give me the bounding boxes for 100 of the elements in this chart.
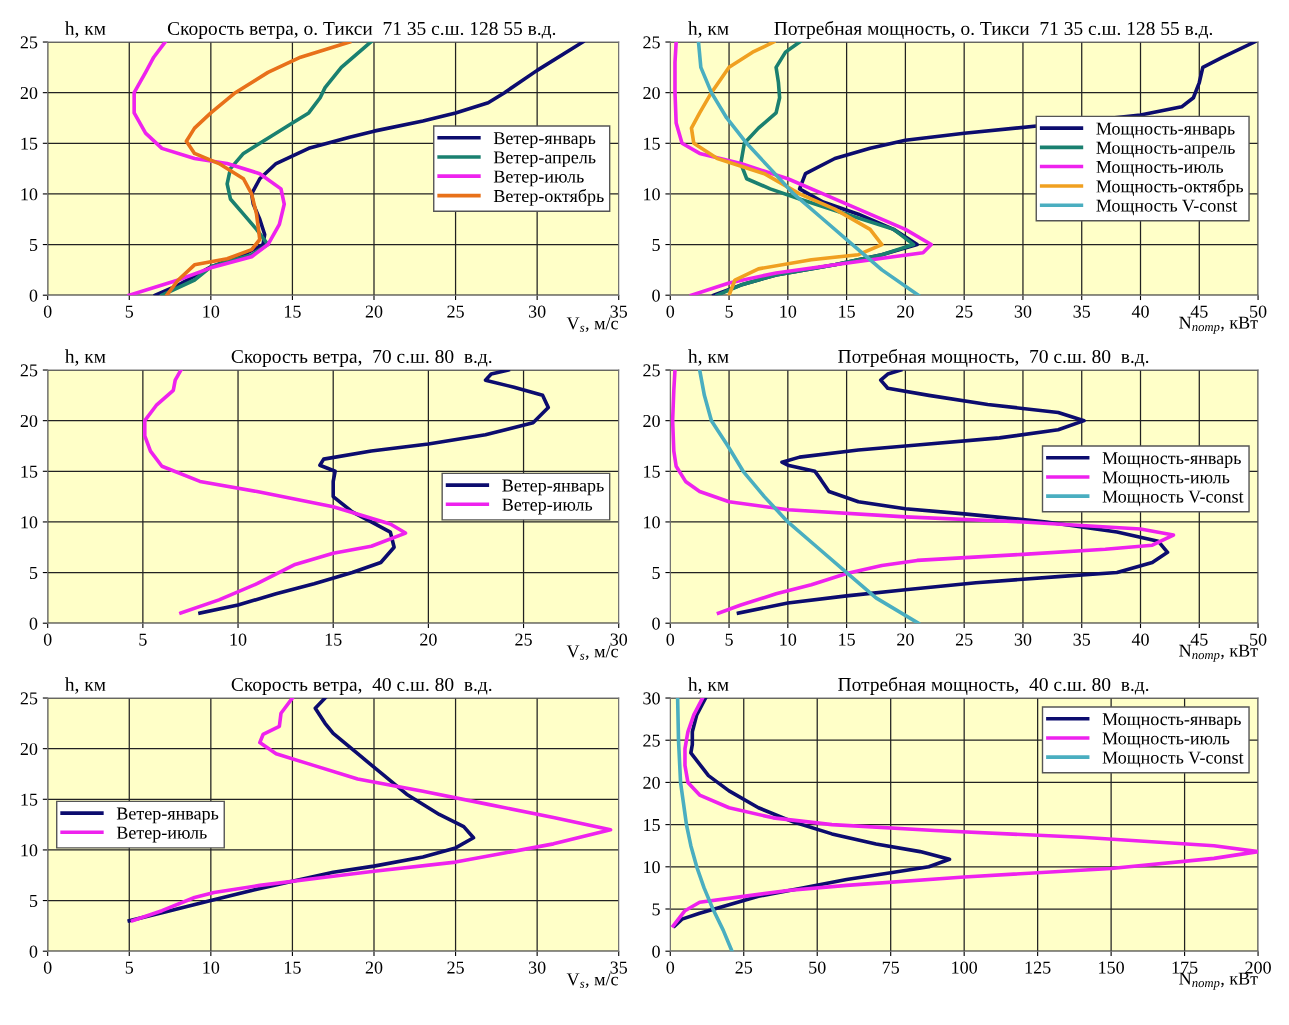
legend-label: Мощность-октябрь <box>1096 179 1244 197</box>
x-tick-label: 25 <box>447 961 464 974</box>
x-axis-title: V$_{s}$, м/с <box>566 645 618 661</box>
legend-label: Ветер-октябрь <box>493 189 604 206</box>
x-tick-label: 0 <box>43 305 52 318</box>
x-tick-label: 125 <box>1025 961 1051 974</box>
line-series <box>127 42 287 296</box>
x-tick-label: 5 <box>725 305 733 318</box>
y-tick-label: 15 <box>644 818 660 832</box>
y-tick-label: 25 <box>643 734 660 747</box>
x-tick-label: 5 <box>125 305 134 318</box>
legend-label: Ветер-июль <box>116 826 207 843</box>
y-axis-title: h, км <box>65 21 106 38</box>
y-axis-title: h, км <box>688 21 729 38</box>
y-tick-label: 25 <box>20 36 38 49</box>
x-tick-label: 5 <box>139 633 147 646</box>
x-tick-label: 40 <box>1131 305 1149 318</box>
x-tick-label: 25 <box>955 633 973 646</box>
legend-label: Мощность-январь <box>1102 452 1241 468</box>
x-tick-label: 5 <box>125 961 134 974</box>
x-tick-label: 50 <box>1250 633 1267 646</box>
y-tick-label: 5 <box>29 895 38 908</box>
y-tick-label: 0 <box>652 945 660 958</box>
y-tick-label: 15 <box>21 793 38 806</box>
y-tick-label: 20 <box>643 776 660 789</box>
chart-title: Потребная мощность, 70 с.ш. 80 в.д. <box>838 348 1149 367</box>
x-tick-label: 40 <box>1131 633 1149 646</box>
legend-label: Ветер-январь <box>116 807 219 824</box>
x-tick-label: 15 <box>284 961 301 974</box>
x-tick-label: 35 <box>1073 305 1091 318</box>
y-tick-label: 0 <box>29 945 38 958</box>
x-tick-label: 0 <box>43 633 52 646</box>
x-tick-label: 175 <box>1172 961 1198 974</box>
y-tick-label: 5 <box>29 239 38 252</box>
x-tick-label: 30 <box>1014 305 1032 318</box>
x-tick-label: 25 <box>735 961 753 974</box>
x-tick-label: 25 <box>955 305 973 318</box>
x-tick-label: 15 <box>325 633 342 646</box>
y-tick-label: 15 <box>21 137 38 150</box>
y-tick-label: 5 <box>29 567 38 580</box>
y-tick-label: 10 <box>21 516 38 529</box>
y-tick-label: 30 <box>643 692 660 705</box>
x-tick-label: 30 <box>528 961 546 974</box>
x-tick-label: 0 <box>666 633 675 646</box>
y-tick-label: 20 <box>20 414 38 428</box>
chart-title: Скорость ветра, 40 с.ш. 80 в.д. <box>231 677 492 695</box>
y-tick-label: 0 <box>29 617 38 630</box>
x-tick-label: 35 <box>610 305 628 318</box>
y-tick-label: 15 <box>644 465 660 478</box>
y-tick-label: 25 <box>643 364 660 377</box>
y-tick-label: 25 <box>20 364 38 377</box>
legend-label: Мощность V-const <box>1096 199 1238 216</box>
y-tick-label: 5 <box>652 239 660 252</box>
x-tick-label: 10 <box>203 961 220 974</box>
x-tick-label: 20 <box>897 633 914 646</box>
y-tick-label: 0 <box>652 289 660 302</box>
x-tick-label: 15 <box>284 305 301 318</box>
chart-title: Потребная мощность, 40 с.ш. 80 в.д. <box>838 676 1149 695</box>
x-tick-label: 150 <box>1099 961 1124 974</box>
y-tick-label: 10 <box>21 188 38 201</box>
y-axis-title: h, км <box>65 349 106 366</box>
chart-title: Потребная мощность, о. Тикси 71 35 с.ш. 128 55 в.д. <box>774 20 1213 39</box>
y-tick-label: 10 <box>644 516 660 529</box>
x-axis-title: V$_{s}$, м/с <box>566 973 618 989</box>
line-series <box>142 370 408 615</box>
legend-label: Мощность-июль <box>1096 161 1224 177</box>
y-tick-label: 5 <box>652 903 660 916</box>
x-tick-label: 15 <box>839 305 855 318</box>
x-tick-label: 50 <box>1250 305 1267 318</box>
legend-label: Мощность-июль <box>1102 732 1230 749</box>
x-tick-label: 50 <box>809 961 826 974</box>
line-series <box>689 42 884 296</box>
legend-label: Ветер-январь <box>502 479 604 496</box>
y-axis-title: h, км <box>688 349 729 366</box>
x-tick-label: 0 <box>43 961 52 974</box>
y-axis-title: h, км <box>65 677 106 694</box>
y-tick-label: 25 <box>643 36 660 49</box>
x-tick-label: 45 <box>1190 305 1208 318</box>
x-tick-label: 20 <box>897 305 914 318</box>
y-tick-label: 0 <box>29 289 38 302</box>
x-tick-label: 200 <box>1245 961 1271 974</box>
x-tick-label: 5 <box>725 633 733 646</box>
x-tick-label: 15 <box>839 633 855 646</box>
legend-label: Ветер-июль <box>502 498 593 515</box>
chart-title: Скорость ветра, о. Тикси 71 35 с.ш. 128 55 в.д. <box>167 21 556 39</box>
y-tick-label: 5 <box>652 567 660 580</box>
x-tick-label: 35 <box>610 961 628 974</box>
x-tick-label: 20 <box>365 961 383 974</box>
legend-label: Ветер-апрель <box>493 151 596 168</box>
legend-label: Ветер-январь <box>493 132 596 148</box>
legend-label: Мощность V-const <box>1102 490 1244 507</box>
legend-label: Ветер-июль <box>493 170 584 187</box>
y-tick-label: 10 <box>644 188 660 201</box>
legend-label: Мощность-январь <box>1096 122 1235 139</box>
x-tick-label: 0 <box>666 305 675 318</box>
y-axis-title: h, км <box>688 677 729 694</box>
x-tick-label: 10 <box>203 305 220 318</box>
legend-label: Мощность-июль <box>1102 471 1230 488</box>
legend-label: Мощность-январь <box>1102 713 1241 729</box>
x-tick-label: 100 <box>952 961 978 974</box>
